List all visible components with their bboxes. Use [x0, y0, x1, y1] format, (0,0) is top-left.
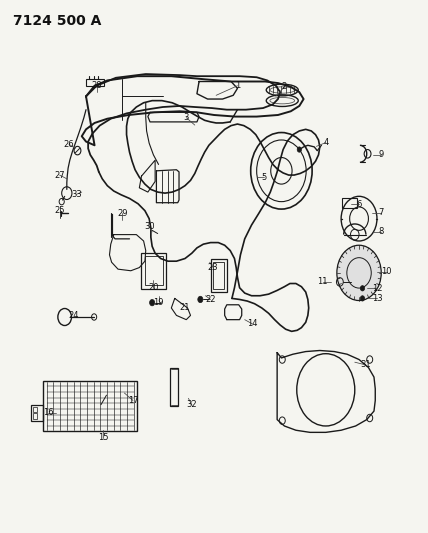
Text: 31: 31 — [360, 360, 371, 369]
Text: 22: 22 — [205, 295, 216, 304]
Bar — [33, 413, 36, 418]
Circle shape — [337, 245, 381, 301]
Bar — [342, 198, 357, 208]
Text: 13: 13 — [372, 294, 382, 303]
Text: 23: 23 — [208, 263, 218, 272]
Text: 5: 5 — [262, 173, 267, 182]
Text: 3: 3 — [184, 113, 189, 122]
Bar — [142, 253, 166, 289]
Text: 11: 11 — [318, 277, 328, 286]
Text: 12: 12 — [372, 284, 382, 293]
Text: 4: 4 — [323, 138, 328, 147]
Text: 19: 19 — [153, 297, 164, 306]
Bar — [211, 259, 227, 292]
Circle shape — [360, 286, 365, 291]
Text: 28: 28 — [91, 81, 102, 90]
Text: 16: 16 — [43, 408, 54, 417]
Text: 21: 21 — [180, 303, 190, 312]
Text: 6: 6 — [357, 200, 362, 209]
Bar — [213, 262, 224, 289]
Bar — [43, 381, 137, 431]
Text: 2: 2 — [282, 82, 287, 91]
Text: 33: 33 — [71, 190, 82, 199]
Text: 15: 15 — [98, 433, 108, 442]
Text: 14: 14 — [247, 319, 258, 328]
Circle shape — [297, 147, 301, 152]
Bar — [33, 407, 36, 412]
Text: 7: 7 — [378, 208, 384, 217]
Text: 10: 10 — [381, 268, 392, 276]
Bar — [31, 405, 43, 421]
Text: 20: 20 — [148, 283, 159, 292]
Text: 32: 32 — [187, 400, 197, 409]
Bar — [86, 79, 104, 86]
Text: 27: 27 — [54, 171, 65, 180]
Text: 1: 1 — [235, 81, 240, 90]
Text: 30: 30 — [144, 222, 155, 231]
Text: 7124 500 A: 7124 500 A — [14, 14, 102, 28]
Circle shape — [360, 296, 365, 301]
Text: 26: 26 — [64, 140, 74, 149]
Text: 24: 24 — [68, 311, 78, 320]
Text: 17: 17 — [128, 396, 138, 405]
Text: 9: 9 — [379, 150, 384, 159]
Text: 8: 8 — [378, 228, 384, 237]
Circle shape — [198, 296, 203, 303]
Bar — [170, 368, 178, 406]
Text: 29: 29 — [117, 209, 128, 218]
Circle shape — [149, 300, 155, 306]
Bar — [145, 256, 163, 285]
Text: 25: 25 — [54, 206, 65, 215]
